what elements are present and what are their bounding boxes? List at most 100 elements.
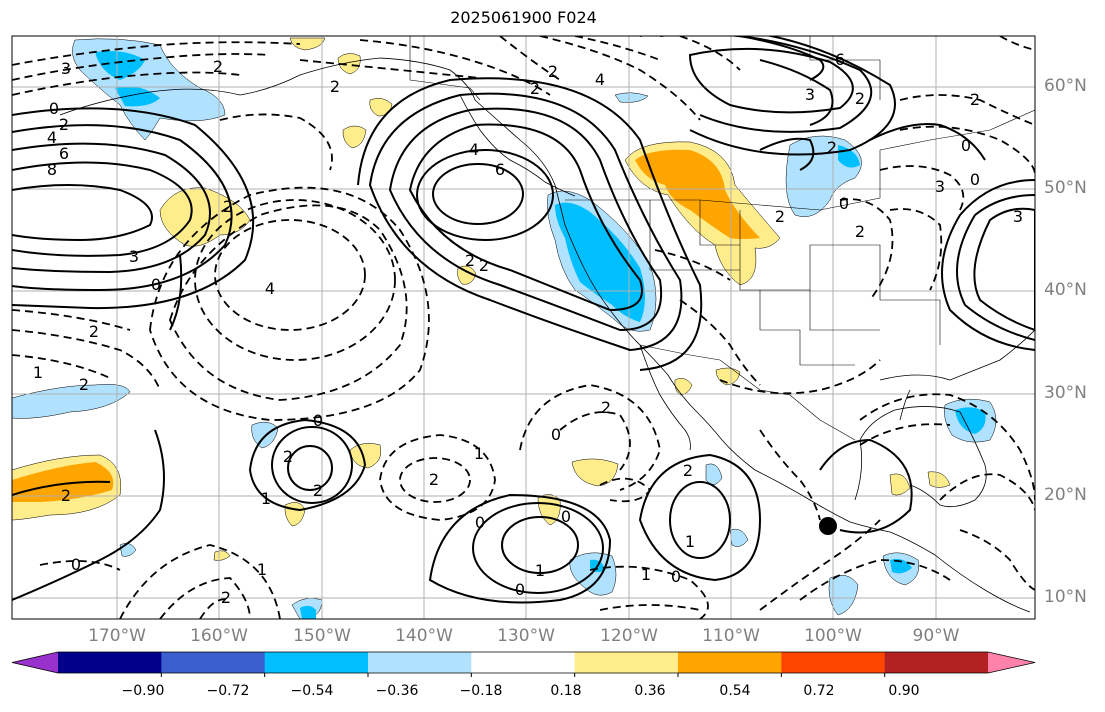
colorbar-tick-label: 0.54 (719, 683, 751, 699)
contour-label: 2 (775, 207, 785, 226)
contour-label: 2 (827, 138, 837, 157)
contour-label: 2 (223, 197, 233, 216)
contour-label: 0 (961, 136, 971, 155)
positive-anomaly-region (457, 265, 477, 285)
colorbar-tick-label: 0.18 (550, 683, 582, 699)
contour-label: 4 (265, 279, 275, 298)
contour-label: 2 (213, 57, 223, 76)
positive-anomaly-region (571, 458, 619, 487)
contour-label: 2 (89, 322, 99, 341)
contour-label: 2 (330, 77, 340, 96)
coastlines (59, 57, 1035, 613)
colorbar-tick-label: 0.90 (888, 683, 920, 699)
positive-anomaly-region (213, 550, 231, 561)
contour-label: 1 (474, 444, 484, 463)
contour-label: 2 (59, 115, 69, 134)
positive-anomaly-core (635, 149, 760, 239)
contour-label: 3 (1013, 207, 1023, 226)
colorbar-tick-label: −0.90 (121, 683, 165, 699)
political-borders (409, 36, 1035, 441)
contour-label: 3 (935, 177, 945, 196)
lat-label-20n: 20°N (1044, 485, 1087, 505)
contour-label: 2 (530, 79, 540, 98)
positive-anomaly-region (927, 471, 951, 488)
contour-label: 1 (257, 560, 267, 579)
negative-anomaly-core (890, 559, 912, 574)
map-frame (11, 35, 1036, 620)
colorbar-tick-label: 0.72 (803, 683, 835, 699)
contour-label: 4 (469, 140, 479, 159)
contour-label: 8 (47, 160, 57, 179)
contour-label: 2 (79, 375, 89, 394)
positive-anomaly-region (337, 53, 361, 75)
colorbar-extend-high (988, 652, 1035, 673)
positive-anomaly-region (349, 443, 381, 469)
lon-label-90w: 90°W (912, 626, 960, 646)
colorbar-segment (368, 652, 472, 673)
negative-anomaly-region (119, 543, 137, 557)
positive-anomaly-region (289, 37, 326, 51)
contour-labels: 3 2 0 2 4 6 8 2 2 3 0 4 4 6 2 2 2 2 4 6 … (33, 50, 1023, 607)
map-title: 2025061900 F024 (450, 8, 597, 27)
negative-anomaly-region (569, 552, 617, 596)
colorbar-segment (161, 652, 266, 673)
lat-label-10n: 10°N (1044, 587, 1087, 607)
colorbar (11, 651, 1036, 677)
negative-anomaly-region (12, 384, 131, 419)
contour-label: 0 (551, 425, 561, 444)
contour-label: 2 (313, 481, 323, 500)
colorbar-extend-low (12, 652, 58, 673)
contour-label: 0 (71, 555, 81, 574)
contour-label: 1 (535, 561, 545, 580)
storm-center-marker (819, 517, 837, 535)
positive-anomaly-region (715, 367, 741, 386)
lon-label-100w: 100°W (804, 626, 862, 646)
contour-label: 0 (671, 567, 681, 586)
contour-label: 0 (839, 194, 849, 213)
contour-label: 1 (685, 532, 695, 551)
positive-anomaly-region (889, 473, 911, 496)
colorbar-segment (264, 652, 369, 673)
contour-label: 2 (283, 447, 293, 466)
colorbar-tick-label: −0.36 (375, 683, 419, 699)
contour-label: 1 (641, 565, 651, 584)
shaded-anomalies (12, 37, 997, 619)
negative-anomaly-core (555, 202, 645, 322)
solid-contours (12, 36, 1035, 604)
contour-label: 2 (855, 89, 865, 108)
colorbar-tick-label: −0.18 (459, 683, 503, 699)
contour-label: 2 (855, 222, 865, 241)
positive-anomaly-region (369, 97, 393, 117)
lat-label-30n: 30°N (1044, 383, 1087, 403)
lat-label-50n: 50°N (1044, 178, 1087, 198)
colorbar-tick-label: −0.54 (290, 683, 334, 699)
contour-label: 0 (561, 507, 571, 526)
contour-label: 4 (595, 70, 605, 89)
contour-label: 1 (33, 363, 43, 382)
colorbar-outline (11, 651, 1036, 674)
contour-label: 2 (465, 251, 475, 270)
contour-label: 0 (151, 275, 161, 294)
graticule (12, 36, 1035, 619)
lon-label-150w: 150°W (293, 626, 351, 646)
contour-label: 3 (61, 59, 71, 78)
colorbar-segment (58, 652, 162, 673)
colorbar-tick-label: −0.72 (206, 683, 250, 699)
dashed-contours (12, 36, 1035, 619)
positive-anomaly-region (674, 378, 693, 396)
colorbar-segment (678, 652, 782, 673)
contour-label: 2 (429, 470, 439, 489)
negative-anomaly-core (95, 51, 145, 80)
lat-label-40n: 40°N (1044, 280, 1087, 300)
colorbar-segment (471, 652, 576, 673)
positive-anomaly-region (342, 125, 367, 149)
contour-label: 2 (970, 90, 980, 109)
negative-anomaly-region (614, 92, 649, 103)
negative-anomaly-core (115, 86, 160, 107)
lon-label-160w: 160°W (190, 626, 248, 646)
contour-label: 0 (49, 99, 59, 118)
contour-label: 2 (221, 588, 231, 607)
positive-anomaly-core (12, 462, 114, 502)
positive-anomaly-region (284, 502, 306, 527)
